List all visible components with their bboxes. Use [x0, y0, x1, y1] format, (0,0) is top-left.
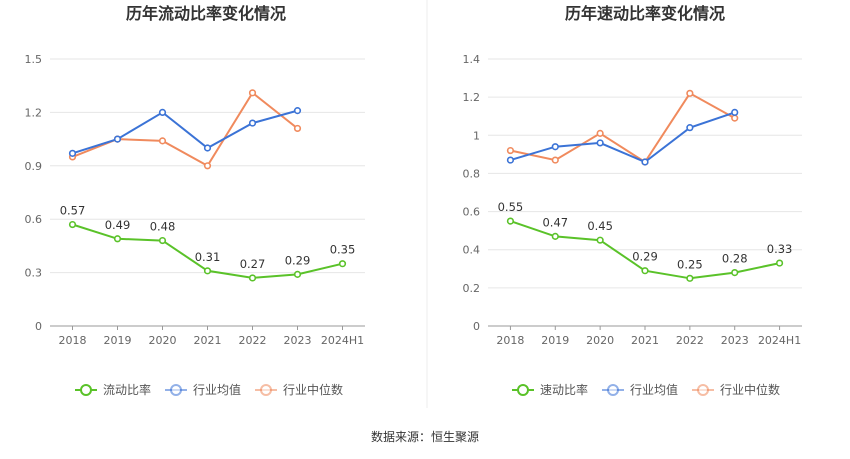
data-label: 0.29 — [285, 253, 311, 267]
y-tick-label: 0.9 — [25, 160, 43, 173]
data-label: 0.29 — [632, 250, 658, 264]
x-tick-label: 2020 — [149, 334, 177, 347]
data-label: 0.35 — [330, 243, 356, 257]
data-point — [158, 137, 167, 145]
data-point — [596, 129, 604, 137]
data-label: 0.49 — [105, 218, 131, 232]
y-tick-label: 1.5 — [25, 53, 43, 66]
x-tick-label: 2019 — [541, 334, 569, 347]
data-point — [686, 124, 694, 132]
data-label: 0.57 — [60, 204, 86, 218]
data-point — [596, 236, 604, 244]
y-tick-label: 0.8 — [463, 167, 481, 180]
data-label: 0.47 — [542, 215, 568, 229]
legend-marker — [80, 384, 92, 396]
data-point — [551, 143, 559, 151]
data-point — [338, 260, 347, 268]
y-tick-label: 1.4 — [463, 53, 481, 66]
data-point — [203, 162, 212, 170]
data-point — [158, 108, 167, 116]
data-point — [641, 158, 649, 166]
data-label: 0.31 — [195, 250, 221, 264]
y-tick-label: 1.2 — [463, 91, 481, 104]
y-tick-label: 0.2 — [463, 282, 481, 295]
data-point — [158, 236, 167, 245]
legend-marker — [607, 384, 619, 396]
y-tick-label: 1 — [473, 129, 480, 142]
data-point — [731, 108, 739, 116]
series-line-2 — [510, 91, 736, 164]
data-point — [68, 149, 77, 157]
chart-panel-0: 0 0.3 0.6 0.9 1.2 1.5 2018 2019 2020 2021 2022 2023… — [25, 53, 365, 397]
x-tick-label: 2024H1 — [758, 334, 801, 347]
data-point — [506, 146, 515, 155]
chart-title-current-ratio: 历年流动比率变化情况 — [126, 4, 286, 23]
data-point — [113, 235, 122, 243]
legend-marker — [517, 384, 529, 396]
data-point — [203, 267, 212, 275]
data-label: 0.28 — [722, 252, 748, 266]
y-tick-label: 0.6 — [463, 206, 481, 219]
data-point — [551, 232, 559, 240]
y-tick-label: 1.2 — [25, 106, 43, 119]
data-point — [293, 270, 302, 278]
chart-panel-1: 0 0.2 0.4 0.6 0.8 1 1.2 1.4 2018 2019 2020 2021 2022… — [463, 53, 802, 397]
y-tick-label: 0 — [35, 320, 42, 333]
data-point — [731, 269, 739, 277]
legend-label: 行业均值 — [630, 382, 678, 397]
data-point — [551, 156, 559, 164]
data-point — [68, 220, 77, 229]
x-tick-label: 2023 — [284, 334, 312, 347]
y-tick-label: 0.4 — [463, 244, 481, 257]
x-tick-label: 2023 — [721, 334, 749, 347]
data-point — [775, 259, 784, 267]
x-tick-label: 2022 — [239, 334, 267, 347]
x-tick-label: 2021 — [631, 334, 659, 347]
legend-label: 行业均值 — [193, 382, 241, 397]
data-point — [248, 274, 257, 282]
data-source-note: 数据来源：恒生聚源 — [370, 430, 479, 444]
legend-label: 流动比率 — [103, 382, 151, 397]
data-point — [293, 124, 302, 133]
y-tick-label: 0.3 — [25, 267, 43, 280]
data-point — [506, 156, 515, 164]
x-tick-label: 2018 — [59, 334, 87, 347]
legend-marker — [170, 384, 182, 396]
legend-marker — [260, 384, 272, 396]
data-label: 0.45 — [587, 219, 613, 233]
data-point — [203, 144, 212, 152]
data-point — [731, 114, 739, 122]
data-point — [248, 89, 257, 97]
y-tick-label: 0.6 — [25, 213, 43, 226]
x-tick-label: 2024H1 — [321, 334, 364, 347]
chart-title-quick-ratio: 历年速动比率变化情况 — [565, 4, 725, 23]
data-point — [596, 139, 604, 147]
series-line-1 — [510, 111, 736, 164]
data-label: 0.33 — [767, 242, 793, 256]
data-point — [506, 217, 515, 225]
x-tick-label: 2022 — [676, 334, 704, 347]
data-point — [641, 267, 649, 275]
data-point — [248, 119, 257, 127]
legend-label: 行业中位数 — [720, 382, 780, 397]
x-tick-label: 2019 — [104, 334, 132, 347]
y-tick-label: 0 — [473, 320, 480, 333]
data-label: 0.55 — [498, 200, 524, 214]
data-label: 0.48 — [150, 220, 176, 234]
data-point — [293, 107, 302, 115]
legend-marker — [697, 384, 709, 396]
series-line-1 — [72, 109, 298, 155]
x-tick-label: 2021 — [194, 334, 222, 347]
data-point — [686, 274, 694, 282]
legend-label: 行业中位数 — [283, 382, 343, 397]
x-tick-label: 2020 — [586, 334, 614, 347]
data-label: 0.25 — [677, 257, 703, 271]
data-point — [113, 135, 122, 143]
x-tick-label: 2018 — [496, 334, 524, 347]
data-point — [686, 89, 694, 97]
data-label: 0.27 — [240, 257, 266, 271]
legend-label: 速动比率 — [540, 382, 588, 397]
